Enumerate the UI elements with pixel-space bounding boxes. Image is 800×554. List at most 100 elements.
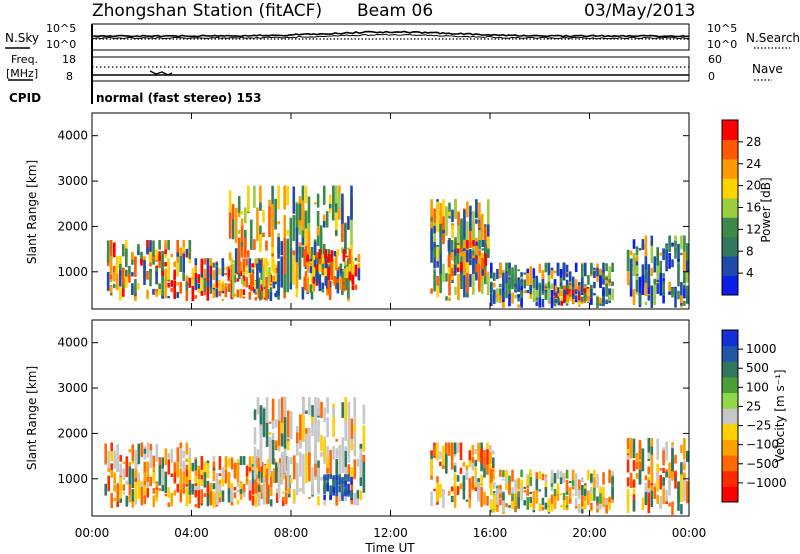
heatmap-cell xyxy=(647,264,651,285)
heatmap-cell xyxy=(277,261,280,296)
heatmap-cell xyxy=(347,279,350,299)
heatmap-cell xyxy=(577,294,581,301)
heatmap-cell xyxy=(179,254,182,272)
heatmap-cell xyxy=(511,469,514,482)
heatmap-cell xyxy=(339,268,343,274)
heatmap-cell xyxy=(221,466,225,479)
heatmap-cell xyxy=(475,199,478,218)
heatmap-cell xyxy=(466,249,469,263)
heatmap-cell xyxy=(287,457,290,489)
heatmap-cell xyxy=(569,290,572,297)
heatmap-cell xyxy=(110,463,113,478)
heatmap-cell xyxy=(674,472,677,489)
heatmap-cell xyxy=(237,196,241,213)
heatmap-cell xyxy=(203,277,207,292)
heatmap-cell xyxy=(113,497,116,501)
heatmap-cell xyxy=(251,464,255,475)
heatmap-cell xyxy=(259,259,262,273)
heatmap-cell xyxy=(632,289,636,306)
heatmap-cell xyxy=(320,434,323,451)
heatmap-cell xyxy=(259,405,263,424)
heatmap-cell xyxy=(170,448,174,463)
heatmap-cell xyxy=(191,483,195,495)
heatmap-cell xyxy=(158,251,161,261)
heatmap-cell xyxy=(271,253,274,257)
heatmap-cell xyxy=(185,248,189,255)
heatmap-cell xyxy=(447,244,451,252)
heatmap-cell xyxy=(182,253,185,273)
heatmap-cell xyxy=(260,462,264,474)
heatmap-cell xyxy=(459,467,463,474)
heatmap-cell xyxy=(463,209,466,236)
heatmap-cell xyxy=(259,202,262,211)
heatmap-cell xyxy=(292,250,296,259)
heatmap-cell xyxy=(228,265,232,269)
heatmap-cell xyxy=(125,456,129,478)
heatmap-cell xyxy=(227,484,231,493)
heatmap-cell xyxy=(665,249,668,272)
heatmap-cell xyxy=(254,291,258,295)
heatmap-cell xyxy=(650,267,654,276)
heatmap-cell xyxy=(686,285,689,295)
heatmap-cell xyxy=(559,477,563,484)
heatmap-cell xyxy=(517,497,520,509)
heatmap-cell xyxy=(653,483,657,487)
heatmap-cell xyxy=(280,451,284,485)
heatmap-cell xyxy=(465,499,469,502)
heatmap-cell xyxy=(565,264,569,274)
colorbar-swatch xyxy=(722,470,738,487)
heatmap-cell xyxy=(481,240,484,247)
heatmap-cell xyxy=(161,276,164,296)
heatmap-cell xyxy=(116,453,119,472)
heatmap-cell xyxy=(182,484,186,494)
heatmap-cell xyxy=(113,242,116,253)
heatmap-cell xyxy=(662,248,665,253)
heatmap-cell xyxy=(259,185,262,209)
heatmap-cell xyxy=(659,252,662,256)
heatmap-cell xyxy=(453,454,457,457)
heatmap-cell xyxy=(560,290,564,297)
heatmap-cell xyxy=(227,266,231,280)
heatmap-cell xyxy=(326,397,329,414)
heatmap-cell xyxy=(253,446,257,477)
heatmap-cell xyxy=(587,275,590,285)
heatmap-cell xyxy=(635,265,639,275)
colorbar-swatch xyxy=(722,330,738,347)
heatmap-cell xyxy=(544,262,548,273)
heatmap-cell xyxy=(200,277,204,291)
heatmap-cell xyxy=(240,218,244,231)
heatmap-cell xyxy=(302,414,305,441)
heatmap-cell xyxy=(321,289,325,293)
heatmap-cell xyxy=(242,483,246,493)
heatmap-cell xyxy=(629,250,633,256)
heatmap-cell xyxy=(266,261,270,266)
heatmap-cell xyxy=(659,468,662,471)
heatmap-cell xyxy=(599,273,602,285)
heatmap-cell xyxy=(602,262,605,273)
heatmap-cell xyxy=(647,438,651,451)
heatmap-cell xyxy=(662,273,665,278)
heatmap-cell xyxy=(312,255,316,261)
heatmap-cell xyxy=(245,465,249,477)
heatmap-cell xyxy=(475,256,478,260)
heatmap-cell xyxy=(453,465,457,473)
heatmap-cell xyxy=(448,264,451,296)
heatmap-cell xyxy=(571,469,575,479)
x-axis-label: Time UT xyxy=(364,541,415,554)
heatmap-cell xyxy=(335,479,338,490)
heatmap-cell xyxy=(347,258,350,266)
heatmap-cell xyxy=(137,283,140,290)
heatmap-cell xyxy=(577,302,581,305)
heatmap-cell xyxy=(131,272,134,277)
heatmap-cell xyxy=(635,255,639,262)
heatmap-cell xyxy=(553,495,557,509)
heatmap-cell xyxy=(265,258,268,276)
heatmap-cell xyxy=(260,465,264,483)
heatmap-cell xyxy=(538,489,542,492)
heatmap-cell xyxy=(450,263,454,269)
heatmap-cell xyxy=(583,300,587,303)
search-label: N.Search xyxy=(746,31,800,45)
heatmap-cell xyxy=(547,288,551,304)
heatmap-cell xyxy=(221,283,225,294)
heatmap-cell xyxy=(158,465,162,486)
